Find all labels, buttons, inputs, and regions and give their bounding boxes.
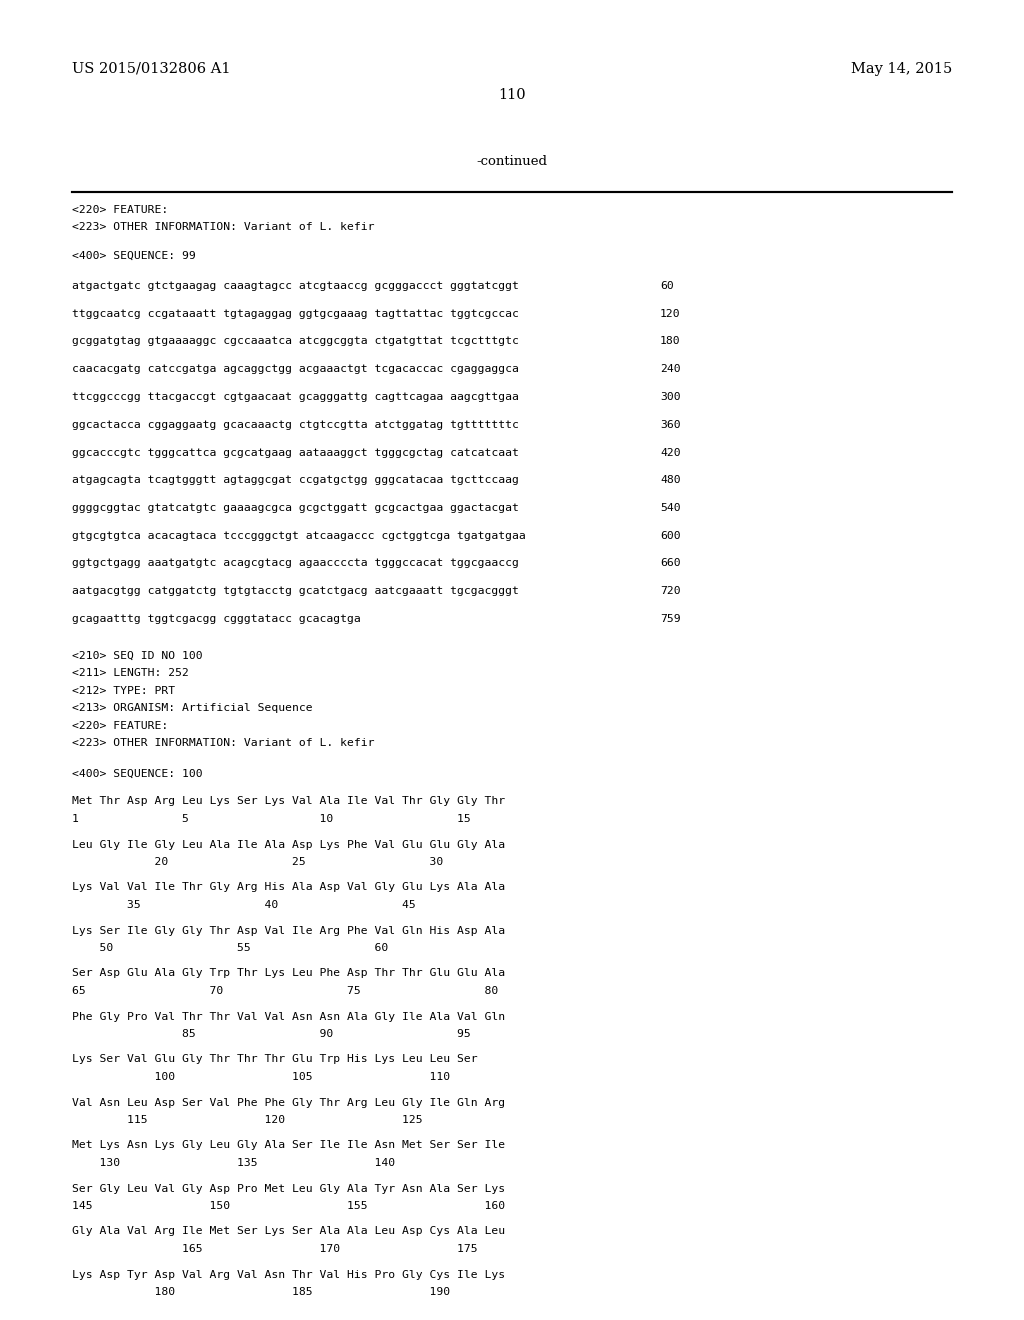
Text: <400> SEQUENCE: 100: <400> SEQUENCE: 100 [72,770,203,779]
Text: 480: 480 [660,475,681,486]
Text: 420: 420 [660,447,681,458]
Text: Leu Gly Ile Gly Leu Ala Ile Ala Asp Lys Phe Val Glu Glu Gly Ala: Leu Gly Ile Gly Leu Ala Ile Ala Asp Lys … [72,840,505,850]
Text: 540: 540 [660,503,681,513]
Text: <213> ORGANISM: Artificial Sequence: <213> ORGANISM: Artificial Sequence [72,704,312,713]
Text: Met Lys Asn Lys Gly Leu Gly Ala Ser Ile Ile Asn Met Ser Ser Ile: Met Lys Asn Lys Gly Leu Gly Ala Ser Ile … [72,1140,505,1151]
Text: Lys Ser Val Glu Gly Thr Thr Thr Glu Trp His Lys Leu Leu Ser: Lys Ser Val Glu Gly Thr Thr Thr Glu Trp … [72,1055,477,1064]
Text: <400> SEQUENCE: 99: <400> SEQUENCE: 99 [72,251,196,260]
Text: 600: 600 [660,531,681,541]
Text: Val Asn Leu Asp Ser Val Phe Phe Gly Thr Arg Leu Gly Ile Gln Arg: Val Asn Leu Asp Ser Val Phe Phe Gly Thr … [72,1097,505,1107]
Text: 165                 170                 175: 165 170 175 [72,1243,477,1254]
Text: gcggatgtag gtgaaaaggc cgccaaatca atcggcggta ctgatgttat tcgctttgtc: gcggatgtag gtgaaaaggc cgccaaatca atcggcg… [72,337,519,346]
Text: 720: 720 [660,586,681,597]
Text: 50                  55                  60: 50 55 60 [72,942,388,953]
Text: May 14, 2015: May 14, 2015 [851,62,952,77]
Text: 180                 185                 190: 180 185 190 [72,1287,451,1298]
Text: ggcactacca cggaggaatg gcacaaactg ctgtccgtta atctggatag tgtttttttc: ggcactacca cggaggaatg gcacaaactg ctgtccg… [72,420,519,430]
Text: 180: 180 [660,337,681,346]
Text: 130                 135                 140: 130 135 140 [72,1158,395,1168]
Text: -continued: -continued [476,154,548,168]
Text: Ser Asp Glu Ala Gly Trp Thr Lys Leu Phe Asp Thr Thr Glu Glu Ala: Ser Asp Glu Ala Gly Trp Thr Lys Leu Phe … [72,969,505,978]
Text: Gly Ala Val Arg Ile Met Ser Lys Ser Ala Ala Leu Asp Cys Ala Leu: Gly Ala Val Arg Ile Met Ser Lys Ser Ala … [72,1226,505,1237]
Text: <210> SEQ ID NO 100: <210> SEQ ID NO 100 [72,651,203,661]
Text: 110: 110 [499,88,525,102]
Text: 115                 120                 125: 115 120 125 [72,1115,423,1125]
Text: 85                  90                  95: 85 90 95 [72,1030,471,1039]
Text: 35                  40                  45: 35 40 45 [72,900,416,909]
Text: US 2015/0132806 A1: US 2015/0132806 A1 [72,62,230,77]
Text: <211> LENGTH: 252: <211> LENGTH: 252 [72,668,188,678]
Text: gcagaatttg tggtcgacgg cgggtatacc gcacagtga: gcagaatttg tggtcgacgg cgggtatacc gcacagt… [72,614,360,624]
Text: ggggcggtac gtatcatgtc gaaaagcgca gcgctggatt gcgcactgaa ggactacgat: ggggcggtac gtatcatgtc gaaaagcgca gcgctgg… [72,503,519,513]
Text: 120: 120 [660,309,681,318]
Text: atgactgatc gtctgaagag caaagtagcc atcgtaaccg gcgggaccct gggtatcggt: atgactgatc gtctgaagag caaagtagcc atcgtaa… [72,281,519,290]
Text: Lys Asp Tyr Asp Val Arg Val Asn Thr Val His Pro Gly Cys Ile Lys: Lys Asp Tyr Asp Val Arg Val Asn Thr Val … [72,1270,505,1279]
Text: ttggcaatcg ccgataaatt tgtagaggag ggtgcgaaag tagttattac tggtcgccac: ttggcaatcg ccgataaatt tgtagaggag ggtgcga… [72,309,519,318]
Text: Ser Gly Leu Val Gly Asp Pro Met Leu Gly Ala Tyr Asn Ala Ser Lys: Ser Gly Leu Val Gly Asp Pro Met Leu Gly … [72,1184,505,1193]
Text: 1               5                   10                  15: 1 5 10 15 [72,814,471,824]
Text: <223> OTHER INFORMATION: Variant of L. kefir: <223> OTHER INFORMATION: Variant of L. k… [72,738,375,748]
Text: 20                  25                  30: 20 25 30 [72,857,443,867]
Text: 759: 759 [660,614,681,624]
Text: <223> OTHER INFORMATION: Variant of L. kefir: <223> OTHER INFORMATION: Variant of L. k… [72,223,375,232]
Text: ttcggcccgg ttacgaccgt cgtgaacaat gcagggattg cagttcagaa aagcgttgaa: ttcggcccgg ttacgaccgt cgtgaacaat gcaggga… [72,392,519,403]
Text: Lys Ser Ile Gly Gly Thr Asp Val Ile Arg Phe Val Gln His Asp Ala: Lys Ser Ile Gly Gly Thr Asp Val Ile Arg … [72,925,505,936]
Text: <212> TYPE: PRT: <212> TYPE: PRT [72,686,175,696]
Text: 145                 150                 155                 160: 145 150 155 160 [72,1201,505,1210]
Text: Lys Val Val Ile Thr Gly Arg His Ala Asp Val Gly Glu Lys Ala Ala: Lys Val Val Ile Thr Gly Arg His Ala Asp … [72,883,505,892]
Text: atgagcagta tcagtgggtt agtaggcgat ccgatgctgg gggcatacaa tgcttccaag: atgagcagta tcagtgggtt agtaggcgat ccgatgc… [72,475,519,486]
Text: 360: 360 [660,420,681,430]
Text: <220> FEATURE:: <220> FEATURE: [72,205,168,215]
Text: 60: 60 [660,281,674,290]
Text: 240: 240 [660,364,681,375]
Text: Phe Gly Pro Val Thr Thr Val Val Asn Asn Ala Gly Ile Ala Val Gln: Phe Gly Pro Val Thr Thr Val Val Asn Asn … [72,1011,505,1022]
Text: Met Thr Asp Arg Leu Lys Ser Lys Val Ala Ile Val Thr Gly Gly Thr: Met Thr Asp Arg Leu Lys Ser Lys Val Ala … [72,796,505,807]
Text: 660: 660 [660,558,681,569]
Text: 300: 300 [660,392,681,403]
Text: 100                 105                 110: 100 105 110 [72,1072,451,1082]
Text: ggtgctgagg aaatgatgtc acagcgtacg agaaccccta tgggccacat tggcgaaccg: ggtgctgagg aaatgatgtc acagcgtacg agaaccc… [72,558,519,569]
Text: caacacgatg catccgatga agcaggctgg acgaaactgt tcgacaccac cgaggaggca: caacacgatg catccgatga agcaggctgg acgaaac… [72,364,519,375]
Text: gtgcgtgtca acacagtaca tcccgggctgt atcaagaccc cgctggtcga tgatgatgaa: gtgcgtgtca acacagtaca tcccgggctgt atcaag… [72,531,525,541]
Text: 65                  70                  75                  80: 65 70 75 80 [72,986,499,997]
Text: <220> FEATURE:: <220> FEATURE: [72,721,168,731]
Text: aatgacgtgg catggatctg tgtgtacctg gcatctgacg aatcgaaatt tgcgacgggt: aatgacgtgg catggatctg tgtgtacctg gcatctg… [72,586,519,597]
Text: ggcacccgtc tgggcattca gcgcatgaag aataaaggct tgggcgctag catcatcaat: ggcacccgtc tgggcattca gcgcatgaag aataaag… [72,447,519,458]
